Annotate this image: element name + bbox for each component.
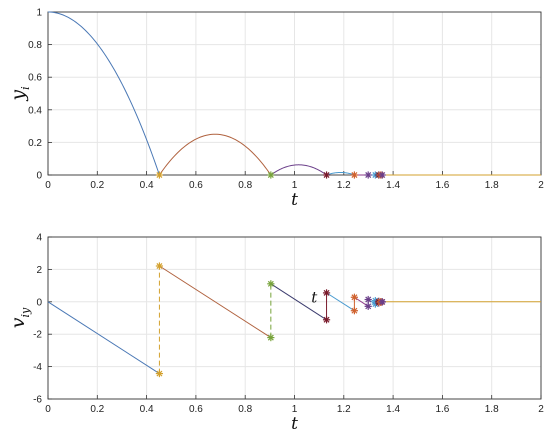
velocity-segment-2 <box>270 283 327 321</box>
velocity-segment-1 <box>159 265 272 339</box>
x-axis-label: t <box>291 414 298 434</box>
position-series-0 <box>47 11 160 176</box>
jump-marker-high-8 <box>378 298 386 306</box>
x-axis-label: t <box>291 190 298 210</box>
impact-marker-8 <box>378 171 386 179</box>
x-tick-label: 1.4 <box>386 404 400 415</box>
plot-frame <box>47 11 542 176</box>
x-tick-label: 2 <box>538 404 544 415</box>
position-series-2 <box>270 164 327 176</box>
impact-marker-3 <box>350 171 358 179</box>
jump-marker-low-3 <box>350 307 358 315</box>
y-tick-label: 0.6 <box>28 73 42 84</box>
y-axis-label-subscript: i <box>19 86 32 90</box>
x-tick-label: 1.4 <box>386 180 400 191</box>
x-tick-label: 0.6 <box>189 404 203 415</box>
plot-frame <box>47 236 542 400</box>
jump-marker-high-3 <box>350 293 358 301</box>
x-tick-label: 0.8 <box>238 404 252 415</box>
position-series-1 <box>159 133 272 176</box>
x-tick-label: 1.2 <box>337 404 351 415</box>
velocity-segment-0 <box>47 301 160 374</box>
annotation-label: t <box>311 289 318 307</box>
jump-marker-low-4 <box>364 302 372 310</box>
x-tick-label: 1.6 <box>435 404 449 415</box>
y-axis-label: yi <box>7 86 32 101</box>
impact-marker-2 <box>322 171 331 179</box>
x-tick-label: 0.4 <box>140 404 154 415</box>
y-tick-label: 2 <box>36 265 42 276</box>
y-axis-label-main: y <box>7 90 29 102</box>
x-tick-label: 0 <box>45 180 51 191</box>
position-series-3 <box>326 171 355 176</box>
jump-marker-low-0 <box>155 369 164 378</box>
y-axis-label: viy <box>7 307 32 328</box>
y-tick-label: 0.2 <box>28 138 42 149</box>
y-tick-label: 1 <box>36 8 42 19</box>
x-tick-label: 0.4 <box>140 180 154 191</box>
velocity-segment-3 <box>326 292 355 312</box>
y-tick-label: -2 <box>33 330 42 341</box>
jump-marker-low-2 <box>322 316 331 324</box>
y-tick-label: 0.8 <box>28 40 42 51</box>
jump-marker-low-1 <box>267 334 275 342</box>
x-tick-label: 1 <box>292 180 298 191</box>
jump-marker-high-2 <box>322 289 331 297</box>
impact-marker-4 <box>364 171 372 179</box>
jump-marker-high-0 <box>155 262 164 270</box>
jump-marker-high-4 <box>364 295 372 304</box>
y-axis-label-main: v <box>7 317 29 328</box>
x-tick-label: 0.2 <box>90 180 104 191</box>
x-tick-label: 1 <box>292 404 298 415</box>
x-tick-label: 2 <box>538 180 544 191</box>
y-tick-label: 0 <box>36 297 42 308</box>
y-axis-label-subscript: iy <box>19 307 32 318</box>
y-tick-label: -6 <box>33 395 42 406</box>
impact-marker-1 <box>267 171 275 179</box>
x-tick-label: 1.6 <box>435 180 449 191</box>
x-tick-label: 0.2 <box>90 404 104 415</box>
y-tick-label: 4 <box>36 233 42 244</box>
y-tick-label: 0 <box>36 171 42 182</box>
x-tick-label: 0.6 <box>189 180 203 191</box>
velocity-chart: 0 0.2 0.4 0.6 0.8 1 1.2 1.4 1.6 1.8 2 -6 -4 -2 0 2 4 t viy… <box>7 233 544 435</box>
x-tick-label: 1.8 <box>485 180 499 191</box>
x-tick-label: 1.8 <box>485 404 499 415</box>
y-tick-label: 0.4 <box>28 105 42 116</box>
y-tick-label: -4 <box>33 362 42 373</box>
x-tick-label: 1.2 <box>337 180 351 191</box>
impact-marker-0 <box>155 171 164 179</box>
position-chart: 0 0.2 0.4 0.6 0.8 1 1.2 1.4 1.6 1.8 2 0 0.2 0.4 0.6 0.8… <box>7 8 544 211</box>
jump-marker-high-1 <box>267 280 275 288</box>
x-tick-label: 0 <box>45 404 51 415</box>
x-tick-label: 0.8 <box>238 180 252 191</box>
